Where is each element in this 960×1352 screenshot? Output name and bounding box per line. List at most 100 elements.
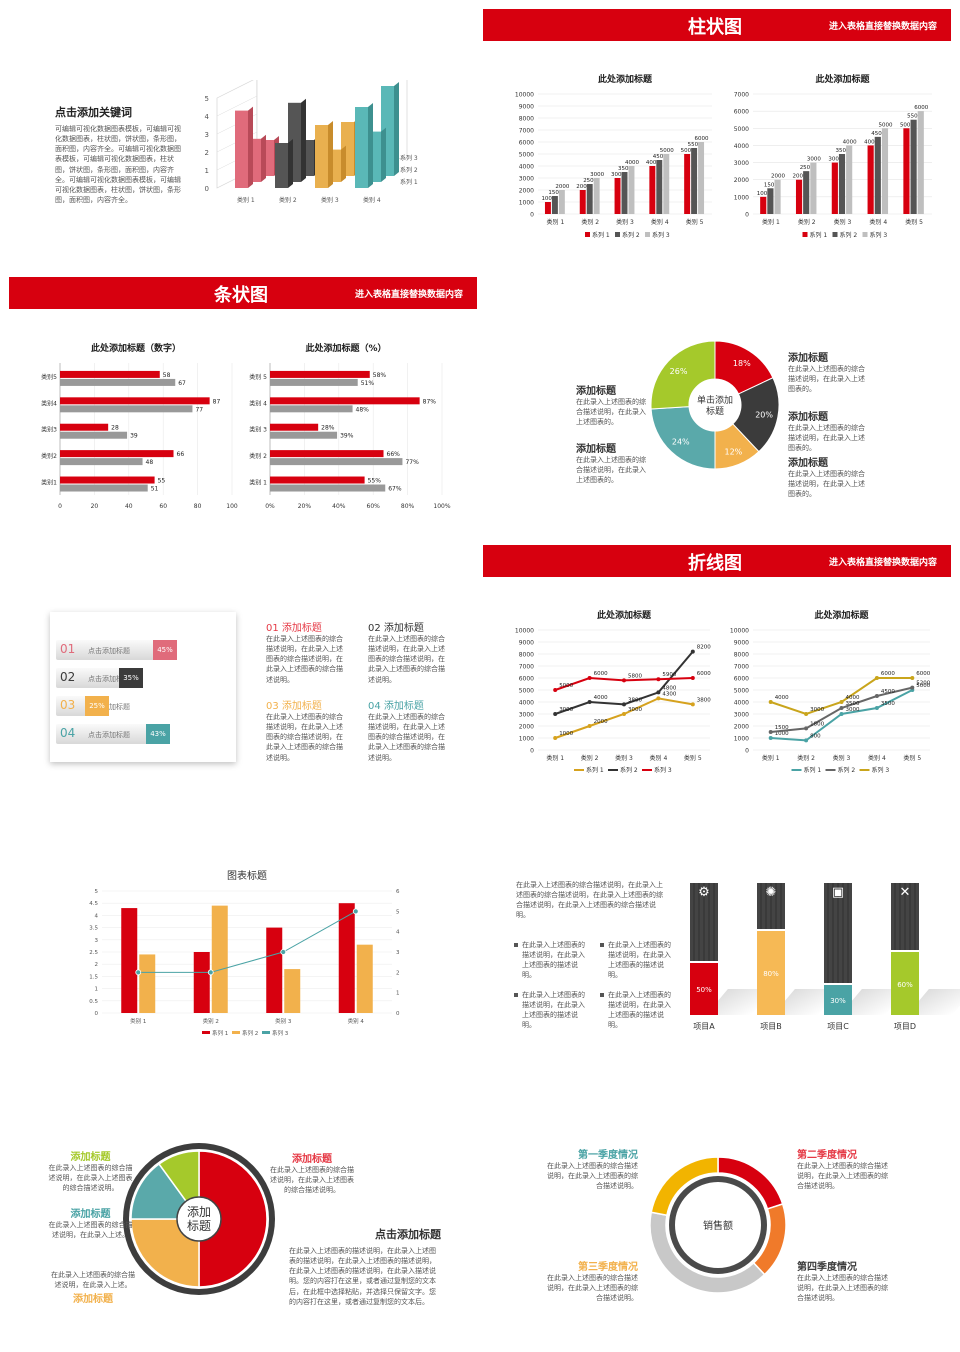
x-tick-label: 类别 4 [650,754,668,762]
data-label: 6000 [697,671,711,677]
block-title: 03 添加标题 [266,701,322,712]
note-text: 在此录入上述图表的综合描述说明，在此录入上述图表的综合描述说明。 [48,1164,133,1193]
x-tick-label: 类别 1 [130,1017,146,1025]
bar [60,370,160,378]
y-tick-label: 4000 [519,164,534,171]
legend-swatch [202,1031,210,1034]
bar [270,370,370,378]
y-tick-label: 9000 [734,640,749,647]
data-label: 3000 [810,707,824,713]
bar [60,423,109,431]
y-tick-label: 10000 [730,628,749,635]
y-tick-label: 类别 5 [249,373,267,381]
x-tick-label: 40 [125,503,133,510]
bar [60,450,174,458]
bar-3d-side [248,106,253,188]
y2-tick-label: 0 [396,1011,400,1017]
data-label: 66% [387,451,401,458]
data-label: 6000 [594,671,608,677]
x-tick-label: 类别 1 [762,218,780,226]
block-text: 在此录入上述图表的综合描述说明，在此录入上述图表的综合描述说明，在此录入上述图表… [266,635,343,684]
x-tick-label: 20 [91,503,99,510]
column-label: 项目C [827,1022,849,1031]
bar [663,154,670,214]
data-point [135,969,142,976]
bar-3d [355,107,368,188]
bar [881,128,889,214]
x-tick-label: 类别 4 [348,1017,365,1025]
y-tick-label: 7000 [519,664,534,671]
column-fill: 80% [757,928,785,1015]
data-label: 39 [130,433,138,440]
column-fill: 60% [891,950,919,1015]
x-tick-label: 0% [265,503,275,510]
bar-3d-side [381,127,386,182]
bar [270,405,353,413]
y-tick-label: 2 [205,149,209,157]
hbar-chart-2: 此处添加标题（%） 0% 20% 40% 60% 80% 100% 类别 1 55% 67% 类别 … [249,342,451,510]
bar-section-subtitle[interactable]: 进入表格直接替换数据内容 [828,22,937,32]
y-tick-label: 4 [205,113,210,121]
quarter-title: 第二季度情况 [797,1150,857,1161]
bar-3d-side [288,139,293,188]
bar [846,145,853,214]
note-text: 在此录入上述图表的综合描述说明，在此录入上述图表的综合描述说明。 [270,1166,354,1195]
y-tick-label: 类别 4 [249,399,267,407]
data-point [768,736,773,740]
bar [910,119,917,214]
y-tick-label: 3 [95,938,99,944]
data-label: 87% [423,398,437,405]
y-tick-label: 9000 [519,640,534,647]
bar [60,458,143,466]
columns-intro: 在此录入上述图表的综合描述说明，在此录入上述图表的综合描述说明，在此录入上述图表… [516,881,663,920]
data-label: 4300 [662,691,676,697]
quarter-4: 第四季度情况 在此录入上述图表的综合描述说明，在此录入上述图表的综合描述说明。 [797,1258,889,1303]
line-section-subtitle[interactable]: 进入表格直接替换数据内容 [828,558,937,568]
data-point [587,700,592,704]
progress-number: 03 [60,698,76,712]
bar [903,128,910,214]
bar-chart-3d: 0 1 2 3 4 5 类别 1 类别 2 类别 3 类别 4 系列 1 系列 2 系列 3 [205,80,418,204]
data-point [587,724,592,728]
bar [684,154,691,214]
legend-swatch [832,232,838,237]
data-label: 2500 [583,178,597,184]
y-tick-label: 类别3 [41,426,57,434]
x-tick-label: 类别 2 [581,754,599,762]
note-text: 在此录入上述图表的综合描述说明，在此录入上述图表的。 [576,456,646,485]
y-tick-label: 5 [205,95,209,103]
note-title: 添加标题 [788,412,828,423]
y-tick-label: 0 [745,748,749,755]
quarter-text: 在此录入上述图表的综合描述说明，在此录入上述图表的综合描述说明。 [797,1162,888,1191]
bar [139,954,156,1013]
data-label: 77% [405,459,419,466]
y-tick-label: 3000 [519,176,534,183]
bar-3d-side [368,103,373,188]
bar-3d-side [261,134,266,182]
x-tick-label: 类别 2 [581,218,599,226]
hbar-section-subtitle[interactable]: 进入表格直接替换数据内容 [354,290,463,300]
data-label: 4500 [653,154,667,160]
y-tick-label: 类别2 [41,452,57,460]
bullet-marker [600,993,604,997]
data-label: 4000 [646,160,660,166]
x-tick-label: 0 [58,503,62,510]
legend-label: 系列 1 [804,766,822,774]
data-label: 6000 [916,671,930,677]
note-text: 在此录入上述图表的综合描述说明，在此录入上述。 [51,1271,135,1290]
line-chart-1: 此处添加标题 0 1000 2000 3000 4000 5000 6000 7000 8000 9… [515,609,711,774]
pie-note-2: 添加标题 在此录入上述图表的综合描述说明，在此录入上述图表的综合描述说明。 [268,1150,356,1195]
data-label: 5000 [559,683,573,689]
y-tick-label: 4000 [734,143,749,150]
quarter-title: 第一季度情况 [578,1150,638,1161]
chart-title: 此处添加标题 [814,609,869,621]
note-text: 在此录入上述图表的综合描述说明，在此录入上述图表的。 [788,424,865,453]
data-label: 58 [163,372,171,379]
data-label: 4000 [843,139,857,145]
data-label: 4800 [662,685,676,691]
data-label: 1500 [548,190,562,196]
bar [558,190,565,214]
data-label: 55 [158,478,166,485]
data-label: 2500 [800,165,814,171]
progress-percent: 43% [146,724,170,744]
